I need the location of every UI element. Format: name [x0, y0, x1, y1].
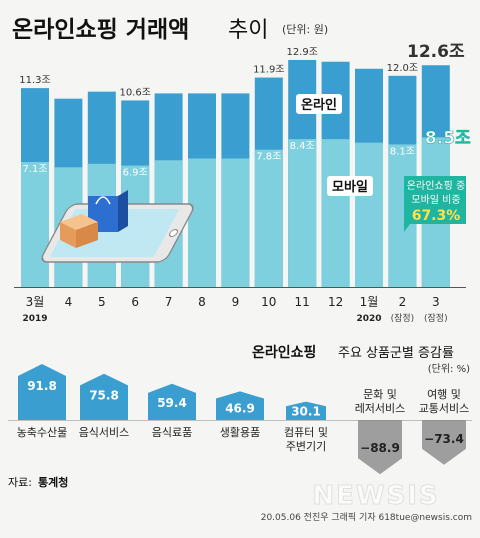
x-tick-label: 9: [232, 295, 240, 309]
category-value-label: 46.9: [225, 402, 255, 416]
page-title-suffix: 추이: [228, 18, 268, 43]
mobile-value-label: 8.5조: [425, 128, 471, 148]
legend-online: 온라인: [296, 94, 342, 114]
category-label: 레저서비스: [355, 402, 406, 415]
category-bar: [148, 383, 196, 420]
online-value-label: 11.9조: [253, 65, 284, 76]
mobile-value-label: 8.4조: [290, 141, 315, 152]
category-label: 음식료품: [152, 426, 192, 439]
provisional-label: (잠정): [391, 313, 415, 324]
callout-line1: 온라인쇼핑 중: [407, 180, 465, 192]
category-value-label: 91.8: [27, 379, 57, 393]
category-value-label: −73.4: [424, 432, 464, 446]
online-value-label: 12.0조: [387, 63, 418, 74]
smartphone-illustration: [41, 190, 194, 263]
parcel-box-icon: [60, 214, 98, 248]
mobile-bar: [221, 158, 250, 287]
category-bar: [18, 364, 66, 420]
category-bar-negative: [422, 420, 466, 465]
category-bar: [286, 401, 326, 420]
callout-value: 67.3%: [412, 208, 461, 224]
chart2-title-rest: 주요 상품군별 증감률: [338, 346, 454, 361]
mobile-bar: [355, 142, 383, 287]
x-tick-label: 11: [295, 295, 310, 309]
online-value-label: 10.6조: [119, 87, 150, 98]
mobile-bar: [288, 139, 317, 287]
unit-label: (단위: 원): [282, 23, 328, 36]
category-bar: [216, 391, 264, 420]
mobile-bar: [254, 149, 283, 287]
category-value-label: 59.4: [157, 396, 187, 410]
category-label: 여행 및: [427, 388, 461, 401]
x-tick-label: 12: [328, 295, 343, 309]
legend-online-box: [296, 94, 342, 114]
category-value-label: 75.8: [89, 388, 119, 402]
legend-online-label: 온라인: [301, 97, 337, 113]
category-label: 생활용품: [220, 425, 260, 439]
category-value-label: 30.1: [291, 404, 321, 418]
legend-mobile-box: [327, 176, 373, 196]
year-label-2019: 2019: [22, 314, 47, 324]
source-prefix: 자료:: [8, 476, 32, 489]
online-value-label: 12.9조: [286, 47, 317, 58]
credit-line: 20.05.06 전진우 그래픽 기자 618tue@newsis.com: [261, 512, 472, 523]
category-bar: [80, 373, 128, 420]
category-label: 농축수산물: [17, 426, 68, 439]
callout-box: [404, 176, 466, 232]
category-change-chart: 온라인쇼핑 주요 상품군별 증감률(단위: %) 91.8 농축수산물 75.8 음식서비…: [8, 344, 472, 475]
newsis-watermark: NEWSIS: [312, 481, 439, 511]
legend-mobile: 모바일: [327, 176, 373, 196]
x-tick-label: 7: [165, 295, 173, 309]
online-value-label: 11.3조: [19, 75, 50, 86]
mobile-bar: [188, 158, 216, 287]
mobile-value-label: 7.1조: [22, 164, 47, 175]
category-label: 교통서비스: [419, 402, 470, 415]
x-tick-label: 10: [261, 295, 276, 309]
category-label: 음식서비스: [79, 426, 130, 439]
x-tick-label: 6: [131, 295, 139, 309]
x-tick-label: 2: [399, 295, 407, 309]
source-name: 통계청: [38, 475, 68, 489]
mobile-value-label: 8.1조: [390, 146, 415, 157]
callout-line2: 모바일 비중: [411, 194, 460, 206]
x-tick-label: 3: [432, 295, 440, 309]
monthly-bar-chart: 11.3조 7.1조 3월 4 5 10.6조 6.9조 6 7 8 9 11.9조 7.8조 10 12.…: [14, 42, 471, 324]
mobile-bar: [21, 162, 49, 287]
x-tick-label: 3월: [26, 295, 45, 309]
mobile-bar: [321, 139, 350, 287]
category-label: 문화 및: [363, 388, 397, 401]
chart2-title-bold: 온라인쇼핑: [252, 344, 316, 361]
category-bar-negative: [358, 420, 402, 475]
x-tick-label: 4: [65, 295, 73, 309]
online-value-label: 12.6조: [407, 42, 465, 62]
legend-mobile-label: 모바일: [332, 179, 368, 195]
chart2-unit: (단위: %): [428, 362, 470, 375]
x-tick-label: 8: [198, 295, 206, 309]
x-tick-label: 1월: [360, 295, 379, 309]
mobile-value-label: 6.9조: [123, 168, 148, 179]
x-tick-label: 5: [98, 295, 106, 309]
page-title: 온라인쇼핑 거래액: [12, 17, 189, 43]
provisional-label: (잠정): [424, 313, 448, 324]
category-label: 주변기기: [286, 440, 326, 453]
year-label-2020: 2020: [356, 314, 381, 324]
mobile-value-label: 7.8조: [256, 152, 281, 163]
category-value-label: −88.9: [360, 441, 400, 455]
category-label: 컴퓨터 및: [284, 426, 328, 439]
